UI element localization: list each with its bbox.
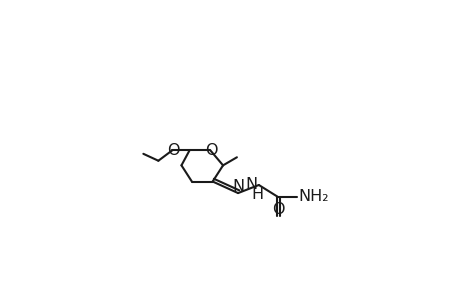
Text: H: H [251, 187, 263, 202]
Text: N: N [244, 178, 257, 193]
Text: NH₂: NH₂ [298, 189, 329, 204]
Text: O: O [166, 143, 179, 158]
Text: O: O [272, 202, 284, 217]
Text: O: O [204, 143, 217, 158]
Text: N: N [231, 179, 244, 194]
